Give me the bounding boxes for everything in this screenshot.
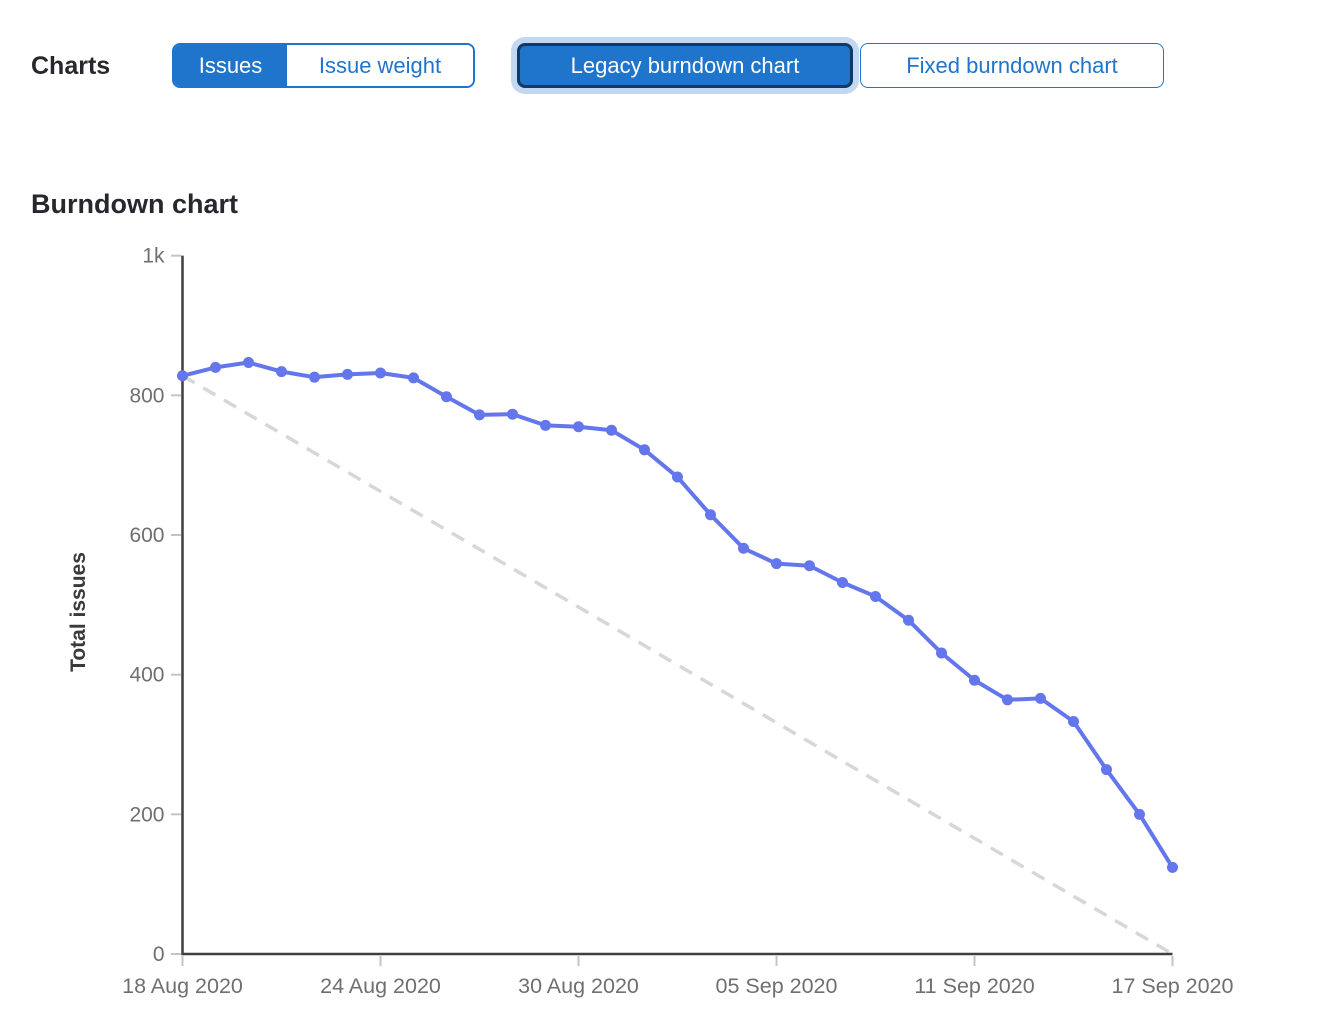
data-point-marker[interactable] [1167, 861, 1178, 873]
y-axis-tick-label: 600 [129, 524, 164, 547]
fixed-burndown-chart-button[interactable]: Fixed burndown chart [860, 43, 1164, 88]
data-point-marker[interactable] [540, 419, 551, 431]
data-point-marker[interactable] [1068, 715, 1079, 727]
data-point-marker[interactable] [375, 367, 386, 379]
data-point-marker[interactable] [1134, 808, 1145, 820]
issues-toggle-button[interactable]: Issues [174, 45, 287, 86]
x-axis-tick-label: 24 Aug 2020 [320, 974, 441, 998]
data-point-marker[interactable] [771, 558, 782, 570]
page-title: Burndown chart [31, 189, 238, 220]
x-axis-tick-label: 17 Sep 2020 [1112, 974, 1234, 998]
data-point-marker[interactable] [243, 357, 254, 369]
data-point-marker[interactable] [276, 366, 287, 378]
burndown-chart: 0 200 400 600 800 1k 18 Aug 2020 24 Aug 2020 30 … [122, 245, 1234, 998]
data-point-marker[interactable] [639, 444, 650, 456]
data-point-marker[interactable] [507, 408, 518, 420]
data-point-marker[interactable] [441, 391, 452, 403]
data-point-marker[interactable] [1035, 692, 1046, 704]
ideal-burndown-guideline [181, 374, 1174, 956]
metric-toggle-group: Issues Issue weight [172, 43, 475, 88]
data-point-marker[interactable] [309, 371, 320, 383]
actual-burndown-line [180, 360, 1175, 870]
data-point-marker[interactable] [870, 590, 881, 602]
data-point-marker[interactable] [804, 560, 815, 572]
data-point-marker[interactable] [672, 471, 683, 483]
data-point-marker[interactable] [969, 674, 980, 686]
data-point-marker[interactable] [705, 509, 716, 521]
y-axis-tick-label: 400 [129, 664, 164, 687]
charts-label: Charts [31, 52, 111, 80]
data-point-marker[interactable] [474, 409, 485, 421]
data-point-marker[interactable] [177, 370, 188, 382]
chart-axes [181, 255, 1173, 956]
y-axis-tick-label: 800 [129, 384, 164, 407]
data-point-marker[interactable] [936, 647, 947, 659]
data-point-marker[interactable] [837, 576, 848, 588]
data-point-marker[interactable] [342, 368, 353, 380]
y-axis-tick-label: 1k [142, 245, 165, 268]
data-point-marker[interactable] [210, 361, 221, 373]
legacy-burndown-chart-button[interactable]: Legacy burndown chart [517, 43, 853, 88]
y-axis-tick-label: 0 [153, 943, 165, 966]
data-point-marker[interactable] [573, 421, 584, 433]
x-axis-tick-label: 30 Aug 2020 [518, 974, 639, 998]
x-axis-tick-label: 18 Aug 2020 [122, 974, 243, 998]
data-point-marker[interactable] [606, 424, 617, 436]
x-axis-tick-label: 05 Sep 2020 [716, 974, 838, 998]
x-axis-tick-label: 11 Sep 2020 [914, 974, 1034, 998]
data-point-marker[interactable] [903, 614, 914, 626]
data-point-marker[interactable] [408, 372, 419, 384]
issue-weight-toggle-button[interactable]: Issue weight [287, 45, 473, 86]
data-point-marker[interactable] [1002, 694, 1013, 706]
data-point-marker[interactable] [738, 542, 749, 554]
y-axis-tick-label: 200 [129, 803, 164, 826]
data-point-marker[interactable] [1101, 764, 1112, 776]
